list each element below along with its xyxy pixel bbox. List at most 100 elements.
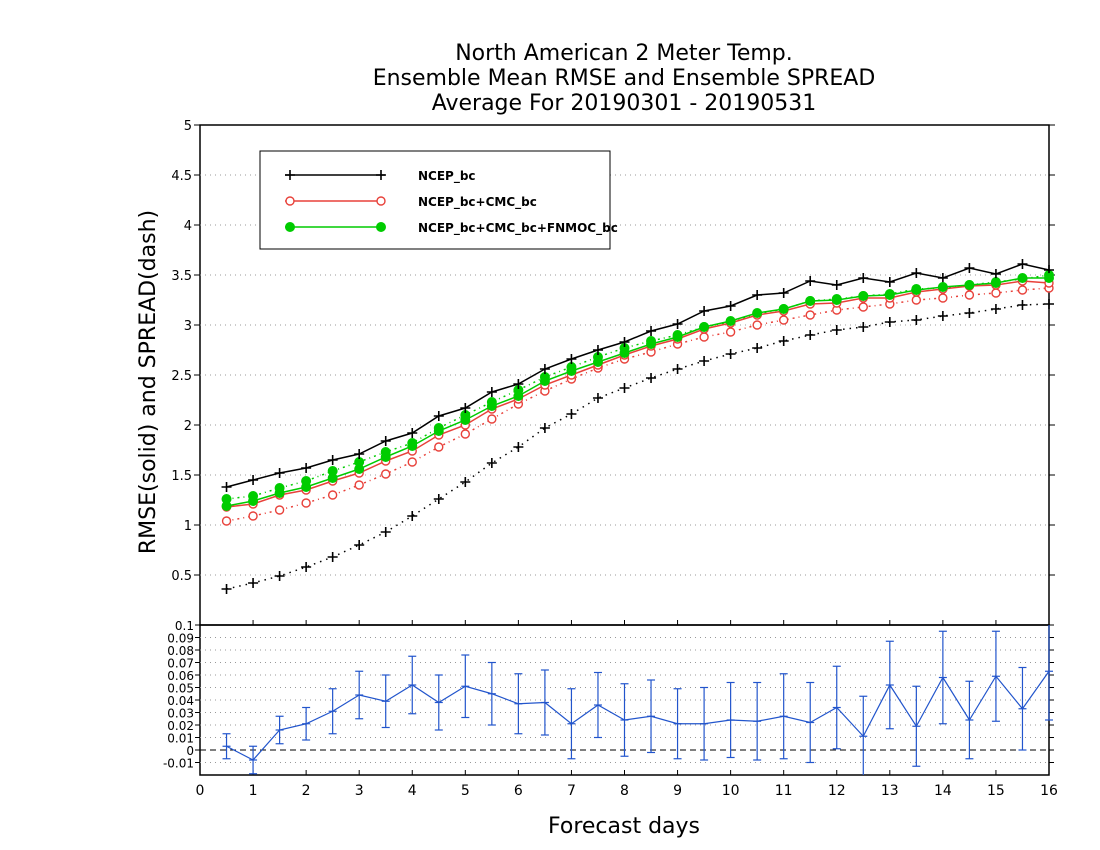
circle-marker bbox=[354, 480, 364, 490]
plus-marker bbox=[752, 290, 763, 300]
x-tick-label: 16 bbox=[1040, 783, 1058, 799]
error-bar bbox=[249, 745, 258, 775]
plus-marker bbox=[221, 482, 232, 492]
plus-marker bbox=[1017, 259, 1028, 269]
y-tick-label: 0.06 bbox=[167, 669, 194, 683]
circle-marker bbox=[285, 196, 295, 206]
dot-marker bbox=[380, 452, 391, 462]
plus-marker bbox=[566, 409, 577, 419]
dot-marker bbox=[513, 391, 524, 401]
dot-marker bbox=[1017, 273, 1028, 283]
y-tick-label: 2 bbox=[184, 419, 192, 434]
error-bar bbox=[302, 706, 311, 741]
plus-marker bbox=[884, 277, 895, 287]
dot-marker bbox=[884, 290, 895, 300]
plus-marker bbox=[911, 268, 922, 278]
error-bar bbox=[355, 670, 364, 720]
error-bar bbox=[673, 688, 682, 760]
y-tick-label: 0.07 bbox=[167, 657, 194, 671]
error-bar bbox=[700, 686, 709, 761]
y-tick-label: 3 bbox=[184, 319, 192, 334]
x-tick-label: 1 bbox=[249, 783, 258, 799]
plus-marker bbox=[274, 468, 285, 478]
title-line-1: North American 2 Meter Temp. bbox=[455, 41, 793, 66]
x-tick-label: 13 bbox=[881, 783, 899, 799]
error-bar bbox=[885, 640, 894, 730]
error-bar bbox=[991, 630, 1000, 722]
y-tick-label: 0.04 bbox=[167, 694, 194, 708]
dot-marker bbox=[778, 304, 789, 314]
dot-marker bbox=[699, 322, 710, 332]
plus-marker bbox=[592, 345, 603, 355]
x-tick-label: 0 bbox=[196, 783, 205, 799]
error-bar bbox=[381, 674, 390, 729]
legend-label: NCEP_bc+CMC_bc bbox=[418, 195, 537, 210]
dot-marker bbox=[990, 278, 1001, 288]
circle-marker bbox=[805, 310, 815, 320]
y-tick-label: 0.5 bbox=[171, 569, 192, 584]
series-spread bbox=[221, 283, 1054, 526]
y-tick-label: 3.5 bbox=[171, 269, 192, 284]
x-tick-label: 6 bbox=[514, 783, 523, 799]
plus-marker bbox=[274, 571, 285, 581]
plus-marker bbox=[433, 411, 444, 421]
y-tick-label: -0.01 bbox=[163, 757, 194, 771]
dot-marker bbox=[327, 473, 338, 483]
title-line-2: Ensemble Mean RMSE and Ensemble SPREAD bbox=[373, 66, 876, 91]
error-bar bbox=[1018, 666, 1027, 751]
y-tick-label: 1.5 bbox=[171, 469, 192, 484]
plus-marker bbox=[513, 379, 524, 389]
x-tick-label: 11 bbox=[775, 783, 793, 799]
plus-marker bbox=[937, 311, 948, 321]
circle-marker bbox=[699, 332, 709, 342]
error-bar bbox=[832, 665, 841, 750]
plus-marker bbox=[513, 442, 524, 452]
plus-marker bbox=[460, 403, 471, 413]
plus-marker bbox=[911, 315, 922, 325]
y-tick-label: 0.09 bbox=[167, 632, 194, 646]
circle-marker bbox=[301, 498, 311, 508]
plus-marker bbox=[831, 325, 842, 335]
plus-marker bbox=[539, 423, 550, 433]
circle-marker bbox=[938, 293, 948, 303]
plus-marker bbox=[646, 326, 657, 336]
title-line-3: Average For 20190301 - 20190531 bbox=[432, 91, 817, 116]
plus-marker bbox=[805, 276, 816, 286]
series-rmse bbox=[221, 276, 1054, 512]
circle-marker bbox=[221, 516, 232, 526]
error-bar bbox=[434, 674, 443, 731]
x-tick-label: 3 bbox=[355, 783, 364, 799]
chart-title: North American 2 Meter Temp.Ensemble Mea… bbox=[373, 41, 876, 116]
series-rmse bbox=[221, 273, 1054, 511]
error-bar bbox=[328, 688, 337, 735]
plus-marker bbox=[380, 527, 391, 537]
series-line bbox=[226, 263, 1050, 488]
error-bar bbox=[487, 661, 496, 726]
y-tick-label: 0.01 bbox=[167, 732, 194, 746]
plus-marker bbox=[566, 354, 577, 364]
plus-marker bbox=[380, 436, 391, 446]
plus-marker bbox=[285, 170, 295, 180]
x-tick-label: 12 bbox=[828, 783, 846, 799]
legend-box bbox=[259, 150, 611, 250]
plus-marker bbox=[964, 263, 975, 273]
plus-marker bbox=[672, 319, 683, 329]
plus-marker bbox=[937, 273, 948, 283]
series-spread bbox=[221, 299, 1054, 594]
plus-marker bbox=[354, 449, 365, 459]
circle-marker bbox=[376, 196, 386, 206]
dot-marker bbox=[619, 348, 630, 358]
difference-line bbox=[226, 670, 1050, 761]
plus-marker bbox=[964, 308, 975, 318]
dot-marker bbox=[646, 339, 657, 349]
plus-marker bbox=[327, 455, 338, 465]
plus-marker bbox=[884, 317, 895, 327]
plus-marker bbox=[376, 170, 386, 180]
x-tick-label: 4 bbox=[408, 783, 417, 799]
dot-marker bbox=[672, 332, 683, 342]
dot-marker bbox=[433, 426, 444, 436]
circle-marker bbox=[991, 288, 1001, 298]
plus-marker bbox=[778, 336, 789, 346]
plus-marker bbox=[619, 337, 630, 347]
error-bar bbox=[222, 733, 231, 760]
